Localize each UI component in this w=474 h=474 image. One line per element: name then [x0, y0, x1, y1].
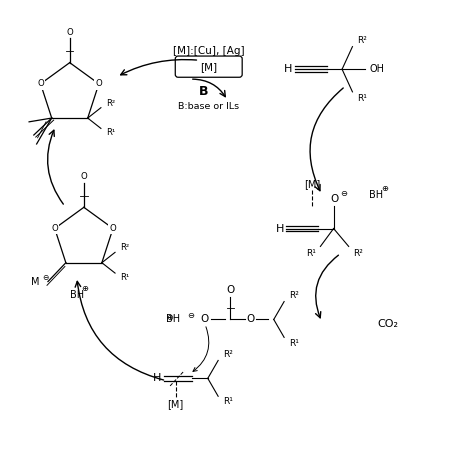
Text: R²: R² — [106, 100, 115, 109]
Text: O: O — [330, 194, 338, 204]
Text: O: O — [95, 79, 102, 88]
Text: R¹: R¹ — [289, 338, 299, 347]
Text: BH: BH — [369, 190, 383, 200]
FancyArrowPatch shape — [192, 79, 225, 97]
Text: O: O — [66, 27, 73, 36]
Text: O: O — [246, 314, 255, 325]
Text: [M]: [M] — [304, 179, 320, 189]
Text: ⊖: ⊖ — [187, 311, 194, 320]
FancyBboxPatch shape — [175, 56, 242, 77]
Text: O: O — [201, 314, 209, 325]
Text: R²: R² — [289, 292, 299, 301]
Text: O: O — [226, 285, 235, 295]
FancyArrowPatch shape — [316, 255, 338, 318]
Text: [M]: [M] — [168, 399, 184, 409]
Text: R²: R² — [223, 350, 233, 359]
Text: [M]:[Cu], [Ag]: [M]:[Cu], [Ag] — [173, 46, 245, 56]
Text: R¹: R¹ — [306, 248, 316, 257]
Text: OH: OH — [369, 64, 384, 74]
Text: B:base or ILs: B:base or ILs — [178, 102, 239, 111]
Text: R²: R² — [120, 243, 129, 252]
Text: BH: BH — [70, 290, 84, 300]
Text: R¹: R¹ — [120, 273, 129, 283]
Text: R¹: R¹ — [106, 128, 115, 137]
Text: H: H — [276, 224, 284, 234]
Text: O: O — [51, 224, 58, 233]
Text: O: O — [37, 79, 44, 88]
Text: ⊕: ⊕ — [382, 184, 389, 193]
Text: ⊕: ⊕ — [166, 313, 173, 321]
FancyArrowPatch shape — [310, 88, 343, 191]
Text: O: O — [109, 224, 116, 233]
Text: H: H — [284, 64, 292, 74]
Text: BH: BH — [166, 314, 181, 325]
FancyArrowPatch shape — [47, 130, 64, 204]
Text: R²: R² — [354, 248, 363, 257]
Text: B: B — [199, 85, 209, 99]
Text: M: M — [31, 276, 39, 287]
Text: H: H — [153, 374, 162, 383]
Text: R¹: R¹ — [223, 397, 233, 406]
Text: ⊖: ⊖ — [42, 273, 48, 283]
FancyArrowPatch shape — [193, 327, 209, 372]
Text: ⊖: ⊖ — [340, 189, 347, 198]
FancyArrowPatch shape — [75, 282, 164, 380]
Text: [M]: [M] — [200, 62, 217, 72]
Text: O: O — [81, 172, 87, 181]
Text: R²: R² — [357, 36, 367, 45]
FancyArrowPatch shape — [121, 60, 197, 75]
Text: ⊕: ⊕ — [81, 284, 88, 293]
Text: R¹: R¹ — [357, 94, 367, 103]
Text: CO₂: CO₂ — [377, 319, 398, 329]
